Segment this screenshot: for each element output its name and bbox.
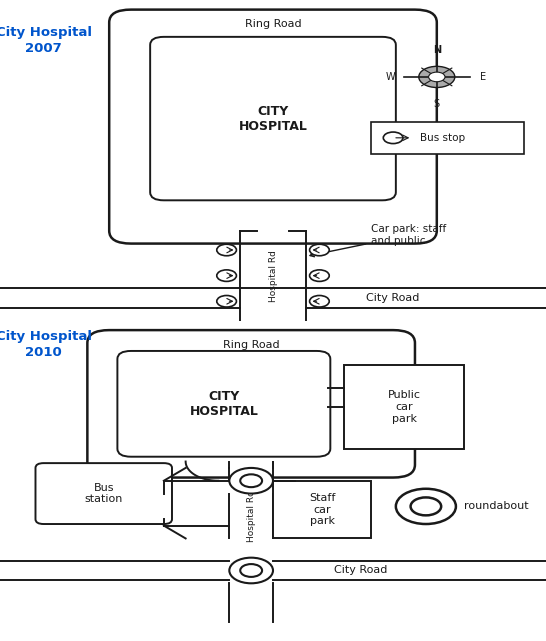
- Text: Hospital Rd: Hospital Rd: [247, 490, 256, 542]
- Text: S: S: [434, 99, 440, 109]
- FancyBboxPatch shape: [87, 330, 415, 478]
- Text: Ring Road: Ring Road: [245, 19, 301, 29]
- FancyBboxPatch shape: [344, 365, 464, 449]
- Circle shape: [217, 270, 236, 281]
- Circle shape: [419, 66, 455, 87]
- FancyBboxPatch shape: [371, 122, 524, 154]
- Circle shape: [310, 270, 329, 281]
- Circle shape: [310, 244, 329, 256]
- Circle shape: [240, 474, 262, 487]
- Circle shape: [229, 468, 273, 494]
- Text: City Hospital
2007: City Hospital 2007: [0, 26, 92, 54]
- Text: Public
car
park: Public car park: [388, 390, 420, 424]
- Text: roundabout: roundabout: [464, 501, 529, 512]
- Circle shape: [396, 488, 456, 524]
- Circle shape: [240, 564, 262, 577]
- Circle shape: [429, 72, 445, 81]
- Text: City Road: City Road: [334, 565, 387, 576]
- FancyBboxPatch shape: [273, 481, 371, 538]
- Text: Bus stop: Bus stop: [420, 133, 466, 143]
- Text: Car park: staff
and public: Car park: staff and public: [310, 224, 447, 257]
- FancyBboxPatch shape: [35, 463, 172, 524]
- Text: N: N: [433, 45, 441, 54]
- Text: CITY
HOSPITAL: CITY HOSPITAL: [189, 390, 258, 418]
- Text: Hospital Rd: Hospital Rd: [269, 250, 277, 301]
- Text: E: E: [480, 72, 486, 82]
- Text: CITY
HOSPITAL: CITY HOSPITAL: [239, 104, 307, 133]
- Text: W: W: [385, 72, 395, 82]
- Text: City Road: City Road: [366, 293, 420, 303]
- Circle shape: [229, 558, 273, 583]
- Text: Staff
car
park: Staff car park: [309, 493, 335, 526]
- Circle shape: [310, 296, 329, 307]
- Text: Ring Road: Ring Road: [223, 340, 280, 350]
- Circle shape: [217, 296, 236, 307]
- Text: Bus
station: Bus station: [85, 483, 123, 504]
- FancyBboxPatch shape: [117, 351, 330, 456]
- FancyBboxPatch shape: [109, 10, 437, 244]
- Circle shape: [411, 497, 441, 515]
- FancyBboxPatch shape: [150, 37, 396, 200]
- Circle shape: [383, 132, 403, 144]
- Circle shape: [217, 244, 236, 256]
- Text: City Hospital
2010: City Hospital 2010: [0, 330, 92, 359]
